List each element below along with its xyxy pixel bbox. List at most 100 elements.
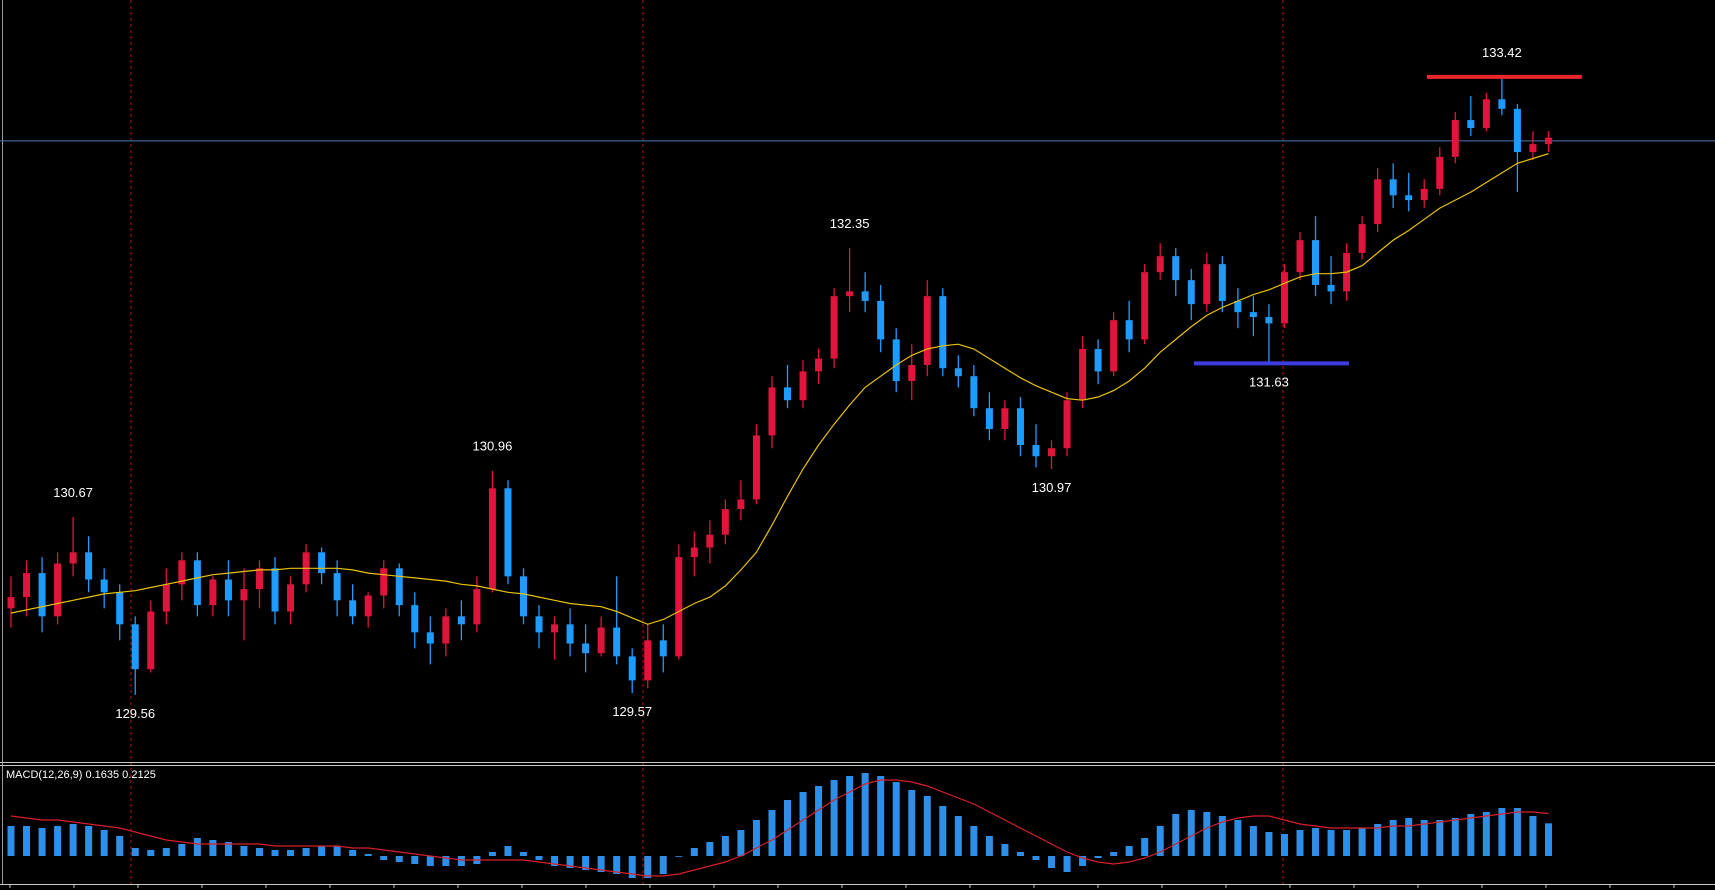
candle-body — [582, 643, 590, 654]
macd-bar — [706, 842, 714, 856]
macd-bar — [1110, 852, 1118, 856]
candle-body — [675, 557, 683, 657]
candle-body — [85, 552, 93, 580]
macd-bar — [411, 856, 419, 864]
candle-body — [628, 656, 636, 681]
macd-bar — [877, 776, 885, 856]
macd-bar — [271, 850, 279, 856]
macd-bar — [551, 856, 559, 866]
candle-body — [1498, 99, 1506, 109]
candle-body — [1249, 312, 1257, 317]
candle-body — [1125, 320, 1133, 340]
candle-body — [364, 595, 372, 617]
candle-body — [457, 616, 465, 625]
candle-body — [1358, 224, 1366, 253]
candle-body — [1420, 188, 1428, 201]
candle-body — [1280, 272, 1288, 324]
candle-body — [318, 552, 326, 574]
macd-bar — [349, 850, 357, 856]
price-annotation: 132.35 — [830, 216, 870, 231]
macd-bar — [23, 826, 31, 856]
candle-body — [178, 560, 186, 585]
price-annotation: 130.67 — [53, 485, 93, 500]
candle-body — [100, 579, 108, 593]
macd-bar — [519, 852, 527, 856]
candle-body — [1032, 445, 1040, 457]
candle-body — [613, 627, 621, 657]
macd-bar — [1203, 812, 1211, 856]
macd-bar — [628, 856, 636, 878]
candle-body — [209, 579, 217, 606]
candle-body — [908, 364, 916, 381]
moving-average — [10, 153, 1549, 625]
candle-body — [566, 624, 574, 644]
macd-bar — [224, 842, 232, 856]
candle-body — [644, 640, 652, 681]
macd-bar — [768, 810, 776, 856]
candle-body — [985, 408, 993, 430]
macd-bar — [690, 848, 698, 856]
macd-bar — [85, 826, 93, 856]
candle-body — [535, 616, 543, 633]
macd-bar — [597, 856, 605, 872]
macd-bar — [1436, 820, 1444, 856]
candle-body — [597, 627, 605, 654]
candle-body — [1141, 272, 1149, 340]
candle-body — [411, 605, 419, 633]
candle-body — [116, 592, 124, 625]
macd-bar — [939, 806, 947, 856]
candle-body — [830, 296, 838, 359]
macd-bar — [1343, 830, 1351, 856]
candle-body — [923, 296, 931, 365]
candle-body — [970, 376, 978, 409]
candle-body — [54, 563, 62, 617]
candle-body — [815, 358, 823, 372]
macd-bar — [815, 786, 823, 856]
candle-body — [1513, 108, 1521, 153]
macd-bar — [333, 846, 341, 856]
candle-body — [473, 589, 481, 625]
macd-bar — [830, 780, 838, 856]
candle-body — [131, 624, 139, 670]
macd-bar — [287, 850, 295, 856]
candle-body — [1312, 240, 1320, 285]
candle-body — [1048, 448, 1056, 457]
candle-body — [1451, 120, 1459, 157]
macd-bar — [954, 816, 962, 856]
macd-bar — [1513, 808, 1521, 856]
candle-body — [69, 552, 77, 564]
macd-signal — [10, 779, 1549, 877]
macd-bar — [1280, 834, 1288, 856]
macd-bar — [1016, 852, 1024, 856]
macd-bar — [426, 856, 434, 866]
candle-body — [1234, 300, 1242, 313]
macd-bar — [1327, 830, 1335, 856]
price-annotation: 129.56 — [115, 706, 155, 721]
candle-body — [721, 509, 729, 535]
candle-body — [193, 560, 201, 606]
macd-bar — [116, 836, 124, 856]
candle-body — [519, 576, 527, 617]
macd-bar — [1498, 808, 1506, 856]
macd-bar — [799, 792, 807, 856]
candle-body — [892, 339, 900, 381]
macd-bar — [1172, 814, 1180, 856]
candle-body — [1529, 144, 1537, 153]
candle-body — [349, 600, 357, 617]
macd-bar — [1125, 846, 1133, 856]
price-annotation: 129.57 — [612, 704, 652, 719]
candle-body — [255, 568, 263, 590]
candle-body — [380, 568, 388, 596]
candle-body — [861, 291, 869, 301]
macd-bar — [1001, 844, 1009, 856]
candle-body — [752, 435, 760, 500]
candle-body — [1079, 348, 1087, 401]
candle-body — [147, 611, 155, 670]
candle-body — [442, 616, 450, 644]
macd-bar — [1544, 823, 1552, 856]
macd-bar — [54, 826, 62, 856]
macd-bar — [380, 856, 388, 860]
macd-bar — [240, 846, 248, 856]
macd-bar — [442, 856, 450, 866]
